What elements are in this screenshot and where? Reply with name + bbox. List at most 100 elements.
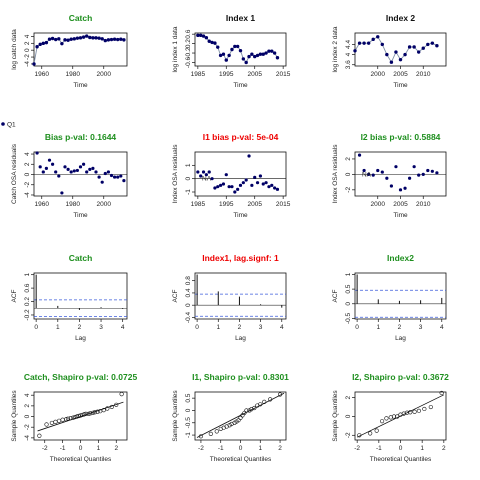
data-point [261,52,265,56]
data-point [210,40,214,45]
y-axis-label: ACF [172,289,179,302]
data-point [78,36,83,40]
x-tick-label: 1995 [219,201,234,208]
data-point [201,34,206,38]
plot-frame [354,272,447,320]
data-point [233,44,237,49]
data-point [394,50,398,54]
data-point [221,52,226,56]
y-axis-label: ACF [332,289,339,302]
data-point [235,44,240,49]
plot-frame [33,151,128,197]
panel-ts_index1: Index 1 1985 1995 2005 2015 -0.6-0.20.20.6 Tim… [172,13,291,89]
y-tick-label: 4 [24,152,31,156]
residual-point [227,185,231,189]
y-tick-label: 0.2 [185,39,192,48]
x-tick-label: -2 [354,445,360,452]
data-point [35,45,39,49]
qq-point [428,404,433,410]
y-tick-label: 0 [24,48,31,52]
data-point [66,38,70,42]
y-tick-label: 4 [24,34,31,38]
x-axis-label: Lag [395,335,406,342]
qq-point [101,408,106,413]
residual-point [78,165,83,169]
data-point [81,35,86,39]
chart-title: Catch [69,253,93,263]
qq-point [49,420,54,426]
data-point [407,45,412,49]
x-tick-label: 2 [114,445,118,452]
x-tick-label: 3 [259,324,263,331]
panel-res_index1: I1 bias p-val: 5e-04 1985 1995 2005 2015 -1 0 1… [172,132,291,219]
residual-point [267,185,271,189]
panel-qq_index2: I2, Shapiro p-val: 0.3672 -2 -1 0 1 2 -2 0 2 Theo… [332,372,449,463]
data-point [106,38,111,42]
residual-point [380,170,384,174]
data-point [72,37,77,41]
y-tick-label: 2 [24,162,31,166]
residual-point [82,162,86,166]
data-point [38,42,42,47]
y-tick-label: 0 [24,414,31,418]
x-tick-label: 2010 [416,201,431,208]
residual-point [412,165,416,169]
qq-point [214,429,219,434]
chart-title: Index 2 [386,13,416,23]
y-tick-label: -0.5 [345,312,352,324]
residual-point [398,188,403,192]
x-tick-label: 2005 [393,71,408,78]
y-axis-label: Catch OSA residuals [11,143,18,204]
data-point [371,37,375,42]
qq-point [81,412,87,417]
x-tick-label: 4 [440,324,444,331]
x-tick-label: 1960 [35,201,50,208]
qq-point [391,414,397,419]
data-point [122,38,126,42]
residual-point [258,174,263,178]
y-tick-label: -4 [24,61,31,67]
plot-frame [194,151,287,197]
data-point [207,39,211,43]
plot-frame [194,32,287,67]
residual-point [47,158,52,162]
residual-point [426,168,430,173]
residual-point [109,173,114,178]
residual-point [371,173,375,177]
y-tick-label: 0 [24,172,31,176]
data-point [403,52,407,57]
data-point [85,34,89,38]
y-tick-label: 0 [345,414,352,418]
qq-point [90,410,96,415]
panel-res_index2: I2 bias p-val: 0.5884 2000 2005 2010 -2 0 2 Tim… [332,132,447,219]
residual-point [357,153,362,157]
qq-point [53,419,58,424]
qq-point [109,404,114,410]
qq-point [244,408,249,413]
plot-frame [194,272,287,320]
data-point [417,50,421,54]
qq-point [105,406,110,411]
qq-point [86,411,91,416]
data-point [272,51,277,55]
legend-q1: Q1 [1,122,16,129]
qq-point [408,410,413,415]
residual-point [116,175,120,179]
legend-marker [1,122,5,126]
x-tick-label: 2 [238,324,242,331]
residual-point [430,169,434,173]
data-point [224,58,228,62]
qq-point [277,392,283,397]
y-tick-label: -0.2 [185,47,192,59]
qq-point [68,416,73,421]
qq-point [238,415,243,420]
chart-title: I1, Shapiro p-val: 0.8301 [192,372,289,382]
residual-point [236,187,240,191]
x-tick-label: 2000 [371,71,386,78]
x-axis-label: Theoretical Quantiles [50,456,112,463]
y-tick-label: 0 [185,408,192,412]
qq-point [119,392,124,397]
x-axis-label: Time [233,82,248,89]
y-axis-label: log index 2 data [332,26,339,72]
y-tick-label: 4 [24,393,31,397]
